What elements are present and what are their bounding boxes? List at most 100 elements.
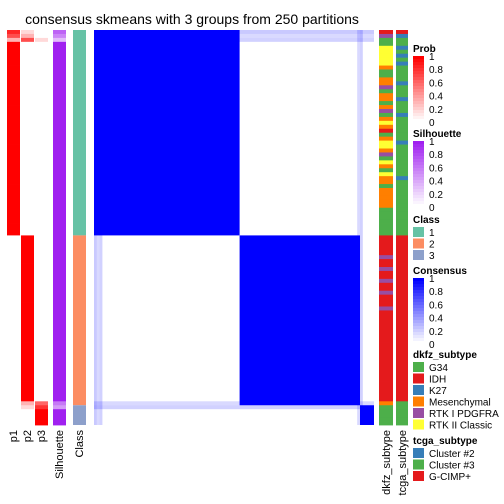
p2-cell [21,160,34,165]
dkfz-subtype-cell [379,247,393,252]
p2-cell [21,302,34,307]
tcga-subtype-cell [396,377,408,382]
silhouette-cell [53,172,66,177]
legend-title: Class [413,215,440,226]
dkfz-subtype-cell [379,338,393,343]
p3-cell [35,57,48,62]
p1-cell [7,215,20,220]
p3-cell [35,231,48,236]
dkfz-subtype-cell [379,160,393,165]
legend-gradient-step [413,104,424,108]
class-block-2 [73,235,86,406]
silhouette-cell [53,409,66,414]
p1-cell [7,401,20,406]
silhouette-cell [53,326,66,331]
dkfz-subtype-cell [379,112,393,118]
tcga-subtype-cell [396,188,408,193]
p3-cell [35,124,48,130]
silhouette-cell [53,365,66,371]
dkfz-subtype-cell [379,286,393,292]
p3-cell [35,97,48,102]
tcga-subtype-cell [396,77,408,82]
silhouette-cell [53,314,66,319]
dkfz-subtype-cell [379,393,393,398]
tcga-subtype-cell [396,199,408,205]
p1-cell [7,314,20,319]
p3-cell [35,160,48,165]
p3-cell [35,89,48,94]
legend-gradient-step [413,171,424,175]
dkfz-subtype-cell [379,381,393,386]
consensus-row-faint [94,405,374,410]
dkfz-subtype-cell [379,330,393,335]
p1-cell [7,381,20,386]
legend-tick: 1 [429,52,435,63]
p3-cell [35,203,48,209]
p2-cell [21,33,34,39]
tcga-subtype-cell [396,357,408,363]
silhouette-cell [53,168,66,173]
legend-title: tcga_subtype [413,436,478,447]
silhouette-cell [53,389,66,394]
p3-cell [35,195,48,201]
p1-cell [7,385,20,390]
p2-cell [21,57,34,62]
consensus-row-faint [94,33,374,38]
p2-cell [21,401,34,406]
silhouette-cell [53,188,66,193]
p3-cell [35,215,48,220]
p1-cell [7,136,20,141]
tcga-subtype-bar [396,30,408,426]
p2-cell [21,164,34,169]
p2-cell [21,282,34,288]
p2-cell [21,227,34,232]
p1-cell [7,267,20,272]
silhouette-cell [53,73,66,78]
tcga-subtype-cell [396,338,408,343]
dkfz-subtype-cell [379,318,393,323]
tcga-subtype-cell [396,409,408,414]
tcga-subtype-cell [396,81,408,86]
legend-title: Prob [413,44,436,55]
p3-cell [35,251,48,256]
p2-cell [21,140,34,145]
legend-item-label: 2 [429,240,435,251]
tcga-subtype-cell [396,33,408,39]
silhouette-cell [53,373,66,378]
tcga-subtype-cell [396,180,408,185]
silhouette-cell [53,267,66,272]
tcga-subtype-cell [396,334,408,339]
p1-cell [7,53,20,59]
silhouette-cell [53,377,66,382]
dkfz-subtype-cell [379,33,393,39]
legend-tick: 0.4 [429,314,443,325]
annotation-columns [7,30,86,426]
legend-tick: 1 [429,274,435,285]
dkfz-subtype-cell [379,109,393,114]
p2-cell [21,409,34,414]
p2-cell [21,97,34,102]
p1-cell [7,318,20,323]
dkfz-subtype-cell [379,132,393,138]
p1-cell [7,409,20,414]
dkfz-subtype-cell [379,389,393,394]
legend-gradient-step [413,89,424,93]
p3-cell [35,282,48,288]
p2-cell [21,168,34,173]
p3-cell [35,310,48,315]
p1-cell [7,219,20,224]
p2-cell [21,314,34,319]
p1-cell [7,377,20,382]
p3-cell [35,188,48,193]
legend-gradient-step [413,195,424,199]
legend-class: Class 123 [413,215,440,262]
dkfz-subtype-cell [379,251,393,256]
tcga-subtype-cell [396,93,408,98]
legend-gradient-step [413,278,424,282]
p1-cell [7,199,20,205]
p1-cell [7,61,20,66]
dkfz-subtype-bar [379,30,393,426]
tcga-subtype-cell [396,373,408,378]
legend-title: Silhouette [413,129,462,140]
dkfz-subtype-cell [379,255,393,260]
